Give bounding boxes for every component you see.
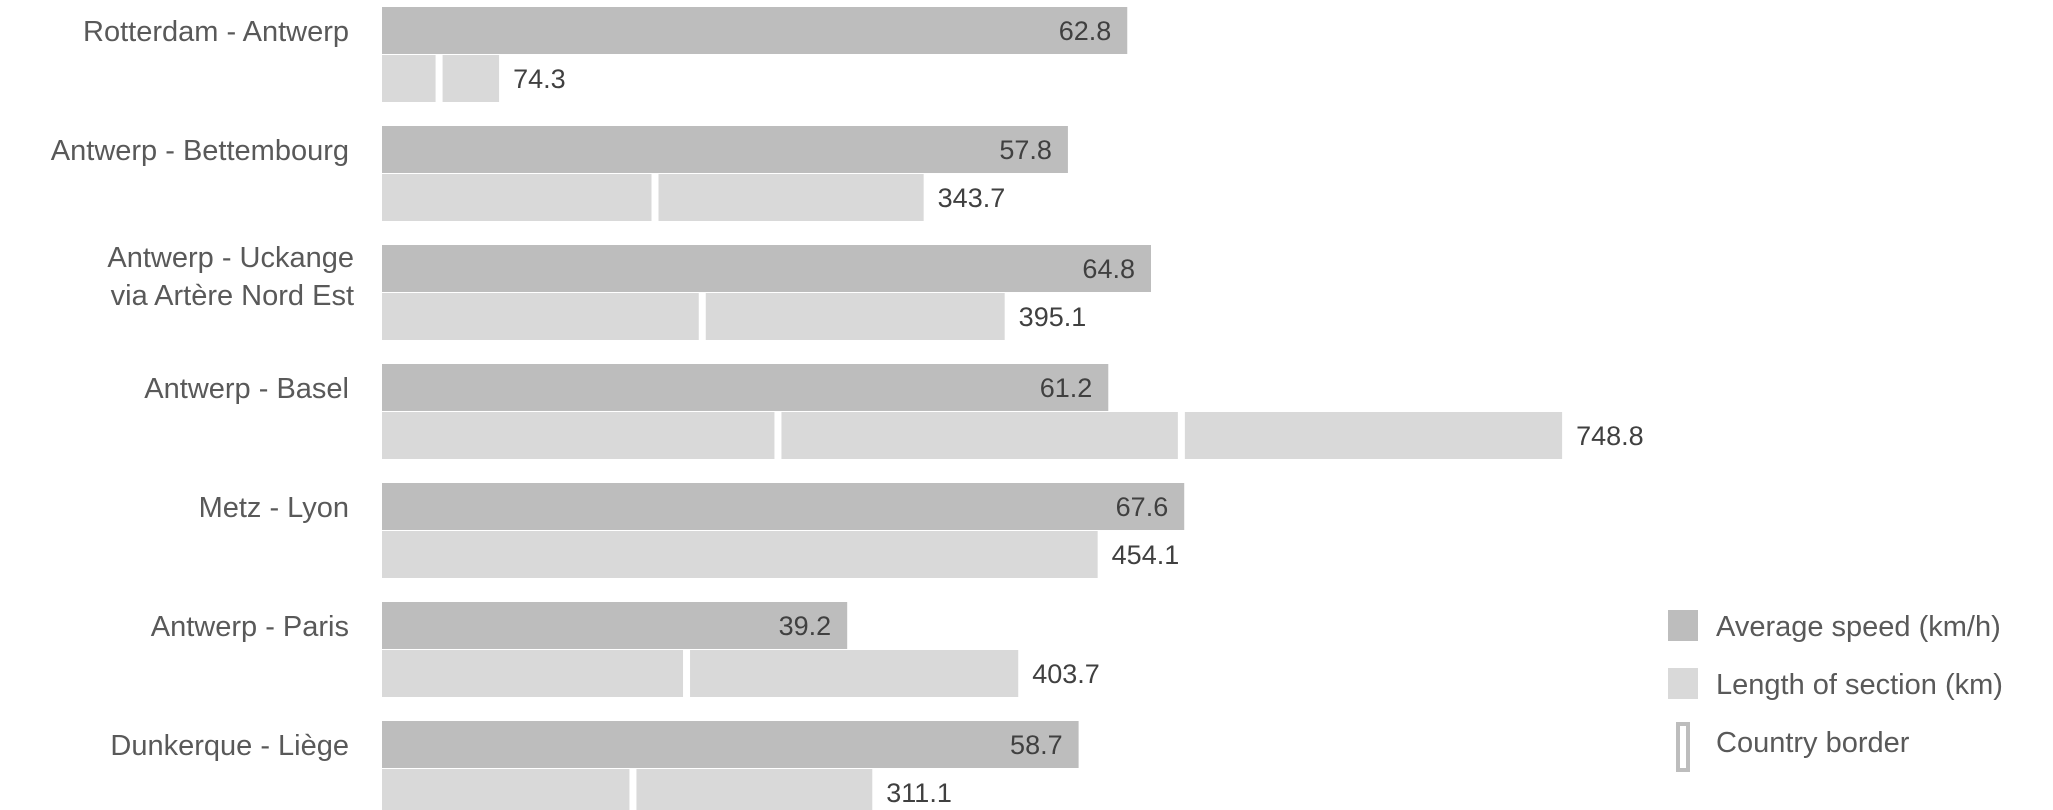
speed-bar [382,483,1185,530]
category-label: Antwerp - Basel [144,373,349,405]
speed-value-label: 62.8 [1059,16,1112,46]
length-value-label: 748.8 [1576,421,1644,451]
legend-swatch [1668,668,1698,699]
speed-value-label: 58.7 [1010,730,1063,760]
speed-bar [382,126,1068,173]
category-label: Rotterdam - Antwerp [83,16,349,48]
legend-label: Length of section (km) [1716,669,2003,701]
length-bar [382,650,1019,697]
country-border-mark [774,412,782,459]
length-bar [382,769,873,810]
speed-bar [382,7,1128,54]
country-border-mark [629,769,637,810]
country-border-mark [435,55,443,102]
category-label: via Artère Nord Est [111,280,354,312]
speed-value-label: 61.2 [1040,373,1093,403]
length-bar [382,293,1005,340]
category-label: Antwerp - Bettembourg [51,135,349,167]
legend-label: Average speed (km/h) [1716,611,2001,643]
speed-bar [382,721,1079,768]
speed-bar [382,245,1151,292]
speed-bar [382,602,848,649]
category-label: Metz - Lyon [199,492,349,524]
speed-value-label: 67.6 [1116,492,1169,522]
length-value-label: 74.3 [513,64,566,94]
length-bar [382,531,1098,578]
length-value-label: 454.1 [1112,540,1180,570]
legend-swatch-outline [1676,722,1690,772]
length-value-label: 395.1 [1019,302,1087,332]
category-label: Dunkerque - Liège [110,730,349,762]
country-border-mark [651,174,659,221]
speed-value-label: 64.8 [1082,254,1135,284]
country-border-mark [1177,412,1185,459]
length-value-label: 343.7 [938,183,1006,213]
country-border-mark [683,650,691,697]
length-value-label: 311.1 [886,778,952,808]
legend-label: Country border [1716,727,1910,759]
category-label: Antwerp - Uckange [107,242,354,274]
country-border-mark [698,293,706,340]
length-value-label: 403.7 [1032,659,1100,689]
category-label: Antwerp - Paris [151,611,349,643]
speed-value-label: 39.2 [779,611,832,641]
speed-value-label: 57.8 [999,135,1052,165]
legend-swatch [1668,610,1698,641]
speed-bar [382,364,1109,411]
length-bar [382,412,1563,459]
